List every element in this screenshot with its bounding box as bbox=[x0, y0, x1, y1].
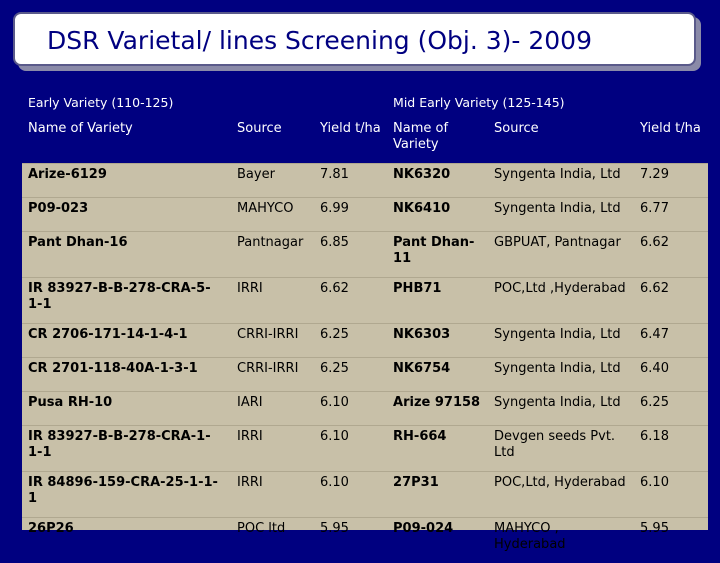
group-early: Early Variety (110-125) bbox=[22, 92, 387, 115]
mid-source: Syngenta India, Ltd bbox=[488, 324, 634, 358]
mid-source: Syngenta India, Ltd bbox=[488, 164, 634, 198]
early-source: Pantnagar bbox=[231, 232, 314, 278]
col-header-yield: Yield t/ha bbox=[314, 115, 387, 164]
early-yield: 6.85 bbox=[314, 232, 387, 278]
col-header-name: Name of Variety bbox=[22, 115, 231, 164]
early-source: Bayer bbox=[231, 164, 314, 198]
mid-source: POC,Ltd ,Hyderabad bbox=[488, 278, 634, 324]
col-header-mid-name: Name of Variety bbox=[387, 115, 488, 164]
mid-yield: 6.62 bbox=[634, 278, 708, 324]
early-yield: 5.95 bbox=[314, 518, 387, 563]
mid-source: MAHYCO , Hyderabad bbox=[488, 518, 634, 563]
mid-source: Syngenta India, Ltd bbox=[488, 392, 634, 426]
variety-table-wrap: Early Variety (110-125) Mid Early Variet… bbox=[22, 92, 708, 530]
mid-source: GBPUAT, Pantnagar bbox=[488, 232, 634, 278]
early-yield: 7.81 bbox=[314, 164, 387, 198]
mid-yield: 6.40 bbox=[634, 358, 708, 392]
group-header-row: Early Variety (110-125) Mid Early Variet… bbox=[22, 92, 708, 115]
early-source: MAHYCO bbox=[231, 198, 314, 232]
mid-variety-name: NK6754 bbox=[387, 358, 488, 392]
mid-variety-name: Arize 97158 bbox=[387, 392, 488, 426]
early-yield: 6.25 bbox=[314, 358, 387, 392]
mid-yield: 6.10 bbox=[634, 472, 708, 518]
early-variety-name: IR 83927-B-B-278-CRA-5-1-1 bbox=[22, 278, 231, 324]
mid-variety-name: PHB71 bbox=[387, 278, 488, 324]
mid-variety-name: NK6303 bbox=[387, 324, 488, 358]
early-source: POC ltd bbox=[231, 518, 314, 563]
mid-yield: 6.77 bbox=[634, 198, 708, 232]
title-box: DSR Varietal/ lines Screening (Obj. 3)- … bbox=[13, 12, 696, 66]
early-yield: 6.10 bbox=[314, 392, 387, 426]
mid-yield: 6.25 bbox=[634, 392, 708, 426]
mid-variety-name: RH-664 bbox=[387, 426, 488, 472]
early-variety-name: IR 83927-B-B-278-CRA-1-1-1 bbox=[22, 426, 231, 472]
mid-variety-name: Pant Dhan-11 bbox=[387, 232, 488, 278]
early-yield: 6.10 bbox=[314, 472, 387, 518]
mid-variety-name: P09-024 bbox=[387, 518, 488, 563]
early-variety-name: CR 2706-171-14-1-4-1 bbox=[22, 324, 231, 358]
early-variety-name: CR 2701-118-40A-1-3-1 bbox=[22, 358, 231, 392]
mid-variety-name: NK6410 bbox=[387, 198, 488, 232]
early-source: CRRI-IRRI bbox=[231, 324, 314, 358]
mid-source: Devgen seeds Pvt. Ltd bbox=[488, 426, 634, 472]
early-yield: 6.99 bbox=[314, 198, 387, 232]
early-variety-name: Arize-6129 bbox=[22, 164, 231, 198]
col-header-mid-yield: Yield t/ha bbox=[634, 115, 708, 164]
early-variety-name: IR 84896-159-CRA-25-1-1-1 bbox=[22, 472, 231, 518]
mid-variety-name: NK6320 bbox=[387, 164, 488, 198]
early-variety-name: Pant Dhan-16 bbox=[22, 232, 231, 278]
early-source: IRRI bbox=[231, 278, 314, 324]
early-source: IARI bbox=[231, 392, 314, 426]
early-yield: 6.10 bbox=[314, 426, 387, 472]
column-header-row: Name of Variety Source Yield t/ha Name o… bbox=[22, 115, 708, 164]
col-header-mid-source: Source bbox=[488, 115, 634, 164]
early-variety-name: Pusa RH-10 bbox=[22, 392, 231, 426]
early-yield: 6.62 bbox=[314, 278, 387, 324]
variety-table: Early Variety (110-125) Mid Early Variet… bbox=[22, 92, 708, 563]
early-variety-name: 26P26 bbox=[22, 518, 231, 563]
group-mid: Mid Early Variety (125-145) bbox=[387, 92, 708, 115]
early-source: CRRI-IRRI bbox=[231, 358, 314, 392]
mid-yield: 6.18 bbox=[634, 426, 708, 472]
mid-source: Syngenta India, Ltd bbox=[488, 358, 634, 392]
mid-source: POC,Ltd, Hyderabad bbox=[488, 472, 634, 518]
mid-yield: 7.29 bbox=[634, 164, 708, 198]
early-source: IRRI bbox=[231, 426, 314, 472]
early-source: IRRI bbox=[231, 472, 314, 518]
mid-yield: 6.47 bbox=[634, 324, 708, 358]
mid-source: Syngenta India, Ltd bbox=[488, 198, 634, 232]
mid-yield: 5.95 bbox=[634, 518, 708, 563]
page-title: DSR Varietal/ lines Screening (Obj. 3)- … bbox=[47, 26, 592, 55]
early-variety-name: P09-023 bbox=[22, 198, 231, 232]
early-yield: 6.25 bbox=[314, 324, 387, 358]
mid-yield: 6.62 bbox=[634, 232, 708, 278]
col-header-source: Source bbox=[231, 115, 314, 164]
mid-variety-name: 27P31 bbox=[387, 472, 488, 518]
